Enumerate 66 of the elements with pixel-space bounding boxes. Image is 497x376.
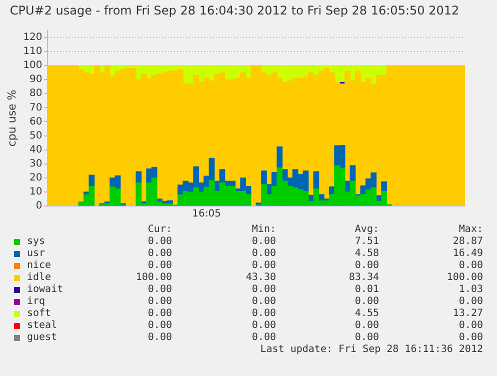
text: 0.00 [148, 320, 172, 332]
text: 0.00 [354, 332, 379, 344]
text: 0.00 [148, 236, 172, 248]
y-tick-label: 60 [30, 116, 42, 128]
y-tick-label: 100 [23, 60, 42, 72]
text: 0.00 [252, 332, 276, 344]
text: 0.00 [148, 308, 172, 320]
chart-title: CPU#2 usage - from Fri Sep 28 16:04:30 2012 to Fri Sep 28 16:05:50 2012 [10, 3, 460, 18]
text: 0.00 [458, 296, 483, 308]
text: 0.00 [458, 260, 483, 272]
y-tick-label: 90 [30, 74, 42, 86]
legend-label: usr [27, 248, 46, 260]
y-tick-label: 30 [30, 158, 42, 170]
y-tick-label: 110 [23, 46, 42, 58]
y-tick-label: 20 [30, 172, 42, 184]
text: 28.87 [452, 236, 483, 248]
text: 43.30 [246, 272, 276, 284]
legend-label: iowait [27, 284, 64, 296]
text: 0.00 [252, 260, 276, 272]
y-tick-label: 80 [30, 88, 42, 100]
text: 0.00 [354, 296, 379, 308]
text: 0.00 [148, 284, 172, 296]
text: 100.00 [136, 272, 172, 284]
y-tick-label: 40 [30, 144, 42, 156]
legend-label: idle [27, 272, 52, 284]
text: 0.00 [148, 248, 172, 260]
text: 0.00 [354, 260, 379, 272]
y-tick-label: 50 [30, 130, 42, 142]
y-tick-label: 70 [30, 102, 42, 114]
y-tick-label: 10 [30, 186, 42, 198]
legend-label: steal [27, 320, 58, 332]
text: Max: [458, 224, 483, 236]
text: 13.27 [452, 308, 483, 320]
text: 16.49 [452, 248, 483, 260]
text: 0.00 [252, 248, 276, 260]
legend-label: nice [27, 260, 52, 272]
text: 0.00 [148, 296, 172, 308]
y-axis-title: cpu use % [5, 90, 18, 147]
text: Avg: [354, 224, 379, 236]
text: Cur: [148, 224, 172, 236]
text: 4.55 [354, 308, 379, 320]
text: 0.00 [252, 284, 276, 296]
text: 4.58 [354, 248, 379, 260]
text: 0.00 [252, 236, 276, 248]
text: Min: [252, 224, 276, 236]
x-tick-label: 16:05 [192, 208, 221, 220]
y-tick-label: 120 [23, 32, 42, 44]
text: 0.00 [458, 332, 483, 344]
legend-label: sys [27, 236, 46, 248]
text: 0.00 [252, 308, 276, 320]
legend-label: irq [27, 296, 46, 308]
text: 0.00 [458, 320, 483, 332]
text: 0.00 [148, 260, 172, 272]
text: 0.00 [252, 320, 276, 332]
legend-label: soft [27, 308, 52, 320]
text: 0.01 [354, 284, 379, 296]
text: 83.34 [348, 272, 379, 284]
text: 0.00 [148, 332, 172, 344]
text: 1.03 [458, 284, 483, 296]
text: 0.00 [354, 320, 379, 332]
y-tick-label: 0 [36, 200, 42, 212]
text: 100.00 [446, 272, 483, 284]
text: 7.51 [354, 236, 379, 248]
legend-label: guest [27, 332, 58, 344]
text: 0.00 [252, 296, 276, 308]
text: Last update: Fri Sep 28 16:11:36 2012 [260, 344, 483, 356]
